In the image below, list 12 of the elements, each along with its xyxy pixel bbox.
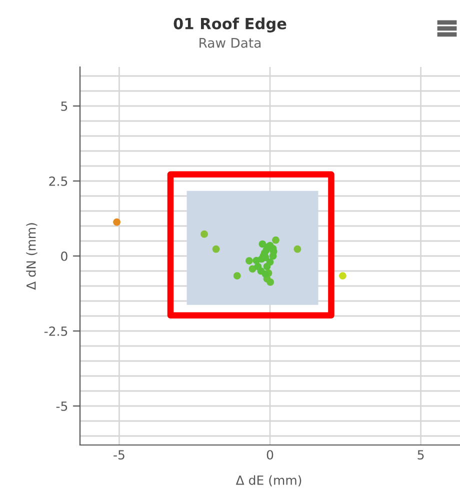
y-tick-label: -2.5 (44, 326, 68, 336)
chart-subtitle: Raw Data (200, 38, 261, 48)
y-tick-label: 5 (61, 102, 68, 111)
y-tick-label: 2.5 (49, 176, 68, 186)
x-axis-title: Δ dE (mm) (236, 475, 302, 486)
x-tick-label: 5 (418, 450, 424, 460)
chart-title: 01 Roof Edge (174, 18, 286, 32)
y-tick-label: 0 (61, 251, 68, 261)
x-tick-label: -5 (114, 450, 124, 460)
y-axis-title: Δ dN (mm) (26, 223, 38, 290)
x-tick-label: 0 (266, 450, 274, 460)
y-tick-label: -5 (56, 402, 68, 411)
